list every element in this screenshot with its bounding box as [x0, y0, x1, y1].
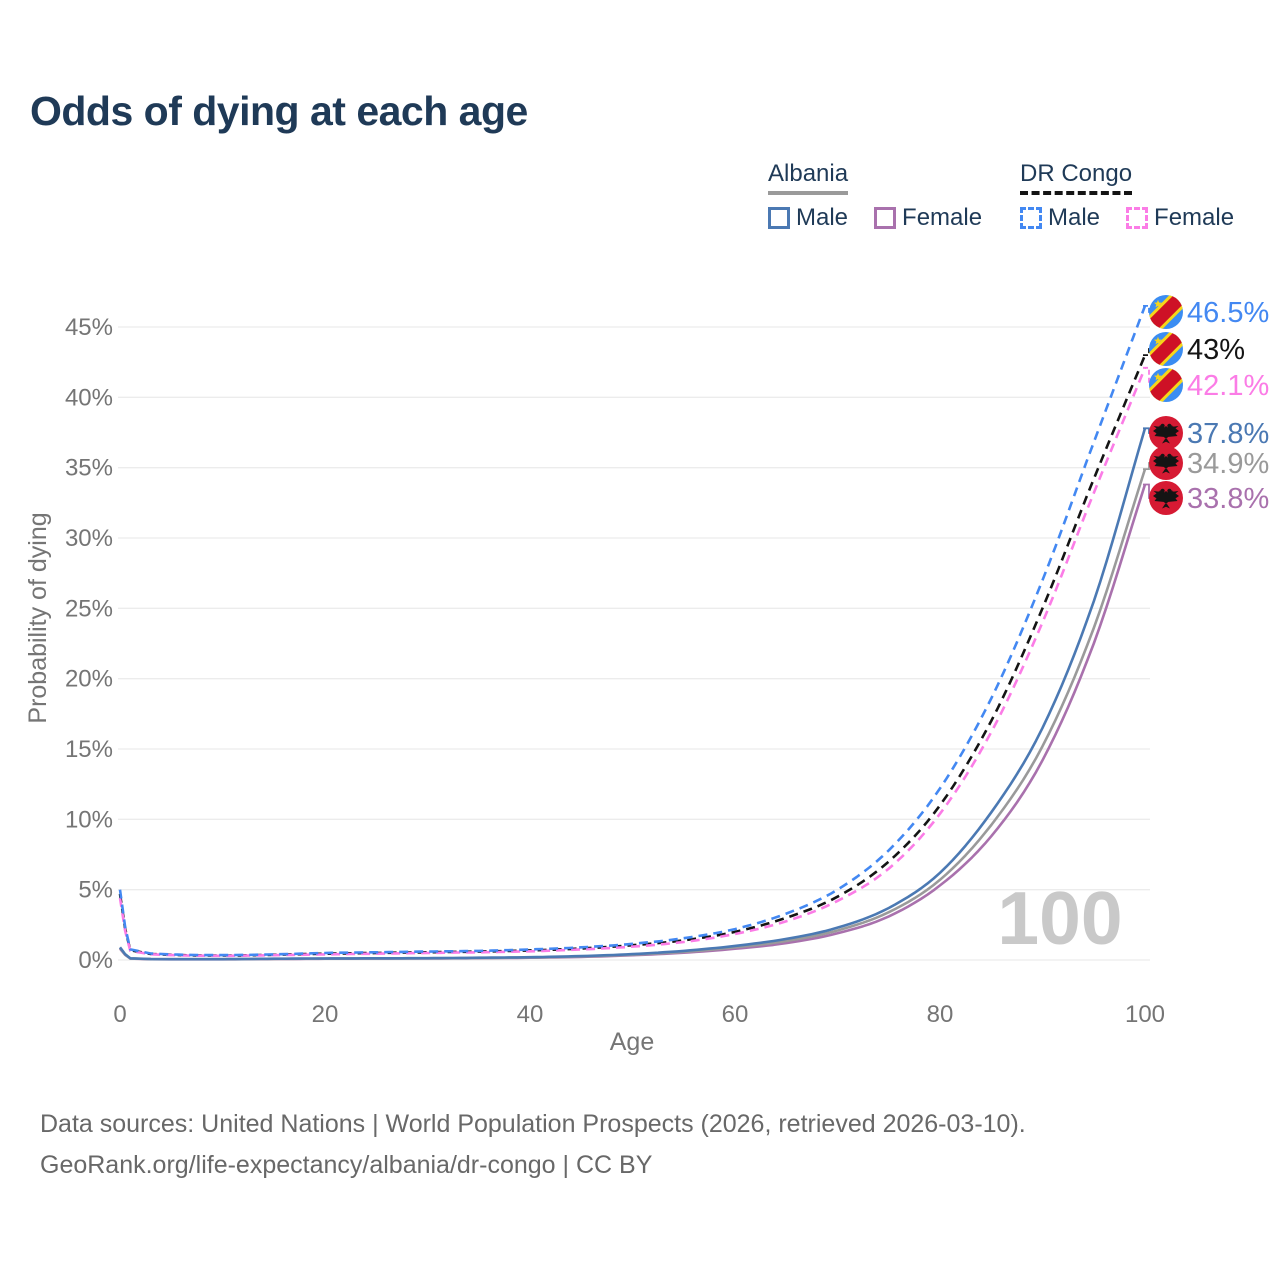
y-tick-label: 45% [65, 314, 113, 341]
dr-congo-female-swatch-icon [1126, 207, 1149, 229]
x-tick-label: 20 [312, 1001, 339, 1028]
legend-label: Female [1154, 204, 1235, 231]
end-label-albania: 34.9% [1187, 448, 1269, 480]
legend-toggle-dr-congo-male[interactable]: Male [1020, 204, 1100, 232]
page-title: Odds of dying at each age [30, 88, 528, 134]
y-tick-label: 0% [78, 947, 113, 974]
albania-line-sample [768, 191, 849, 195]
x-axis-label: Age [610, 1028, 654, 1056]
end-label-connector [1143, 305, 1153, 313]
series-line-dr-congo-female [118, 367, 1147, 958]
legend-group-dr-congo: DR Congo Male Female [1020, 160, 1260, 232]
legend-toggle-dr-congo-female[interactable]: Female [1126, 204, 1234, 232]
legend-toggle-albania-female[interactable]: Female [874, 204, 982, 232]
albania-male-swatch-icon [768, 207, 790, 229]
albania-flag-icon [1149, 416, 1183, 450]
series-line-dr-congo [118, 354, 1147, 957]
y-tick-label: 35% [65, 455, 113, 482]
end-label-dr-congo-female: 42.1% [1187, 370, 1269, 402]
georank-link[interactable]: GeoRank.org/life-expectancy/albania/dr-c… [40, 1151, 653, 1179]
y-tick-label: 25% [65, 595, 113, 622]
x-tick-label: 80 [927, 1001, 954, 1028]
y-tick-label: 10% [65, 806, 113, 833]
age-marker: 100 [997, 876, 1122, 960]
series-line-albania [118, 468, 1147, 961]
end-label-albania-female: 33.8% [1187, 483, 1269, 515]
end-label-albania-male: 37.8% [1187, 418, 1269, 450]
albania-flag-icon [1149, 446, 1183, 480]
y-tick-label: 15% [65, 736, 113, 763]
legend-country-albania: Albania [768, 160, 849, 187]
x-tick-label: 40 [517, 1001, 544, 1028]
dr-congo-male-swatch-icon [1020, 207, 1042, 229]
series-line-albania-male [118, 427, 1147, 961]
legend-group-albania: Albania Male Female [768, 160, 1008, 232]
footer: Data sources: United Nations | World Pop… [40, 1104, 1026, 1186]
y-tick-label: 40% [65, 384, 113, 411]
dr-congo-line-sample [1020, 191, 1133, 195]
data-sources-text: Data sources: United Nations | World Pop… [40, 1110, 1026, 1138]
legend-label: Male [796, 204, 849, 231]
legend-country-dr-congo: DR Congo [1020, 160, 1133, 187]
albania-female-swatch-icon [874, 207, 897, 229]
end-label-dr-congo: 43% [1187, 334, 1245, 366]
albania-flag-icon [1149, 481, 1183, 515]
y-tick-label: 5% [78, 877, 113, 904]
y-tick-label: 20% [65, 666, 113, 693]
legend-label: Male [1048, 204, 1101, 231]
series-line-dr-congo-male [118, 305, 1147, 957]
legend-label: Female [902, 204, 983, 231]
y-axis-label: Probability of dying [24, 512, 52, 723]
x-tick-label: 100 [1125, 1001, 1165, 1028]
dr-congo-flag-icon [1149, 368, 1183, 402]
x-tick-label: 0 [113, 1001, 126, 1028]
end-label-dr-congo-male: 46.5% [1187, 297, 1269, 329]
y-tick-label: 30% [65, 525, 113, 552]
x-tick-label: 60 [722, 1001, 749, 1028]
end-label-connector [1143, 348, 1153, 356]
legend-toggle-albania-male[interactable]: Male [768, 204, 848, 232]
